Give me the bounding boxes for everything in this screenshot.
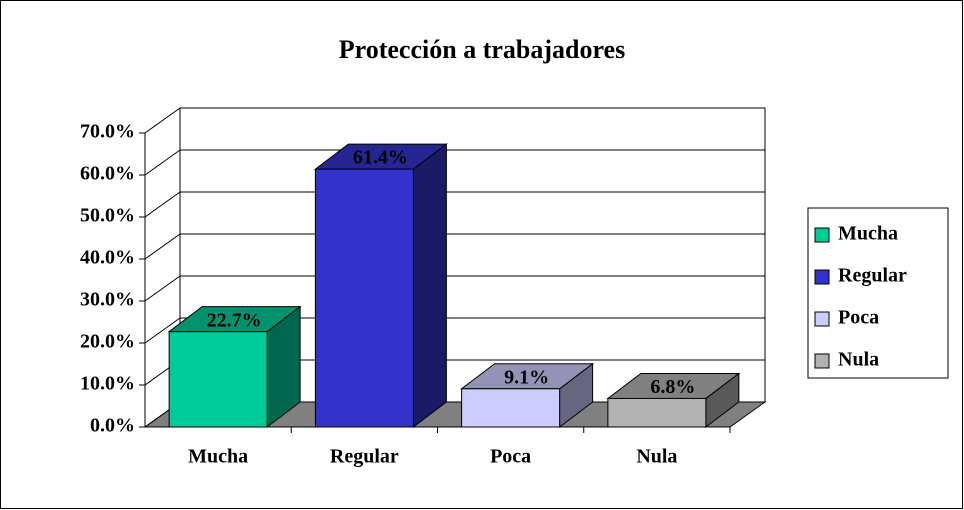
legend-swatch bbox=[814, 227, 830, 243]
legend bbox=[807, 207, 949, 379]
chart-title: Protección a trabajadores bbox=[339, 35, 625, 64]
x-tick-label: Nula bbox=[636, 446, 677, 468]
bar bbox=[168, 331, 268, 428]
legend-swatch bbox=[814, 269, 830, 285]
legend-label: Regular bbox=[838, 265, 907, 287]
y-tick-label: 10.0% bbox=[80, 373, 135, 395]
y-tick-label: 50.0% bbox=[80, 205, 135, 227]
bar-side bbox=[412, 143, 447, 429]
legend-label: Poca bbox=[838, 307, 879, 329]
legend-label: Mucha bbox=[838, 223, 898, 245]
grid-line bbox=[144, 191, 181, 218]
grid-line bbox=[144, 233, 181, 260]
x-tick-label: Regular bbox=[330, 446, 399, 468]
y-tick-label: 40.0% bbox=[80, 247, 135, 269]
y-tick-label: 30.0% bbox=[80, 289, 135, 311]
y-tick-label: 20.0% bbox=[80, 331, 135, 353]
data-label: 22.7% bbox=[207, 309, 262, 331]
legend-swatch bbox=[814, 353, 830, 369]
bar bbox=[607, 397, 707, 428]
x-tick-label: Mucha bbox=[188, 446, 248, 468]
data-label: 61.4% bbox=[353, 147, 408, 169]
grid-line bbox=[144, 275, 181, 302]
y-tick-label: 70.0% bbox=[80, 121, 135, 143]
data-label: 9.1% bbox=[504, 366, 549, 388]
y-tick-label: 0.0% bbox=[90, 415, 135, 437]
x-tick-label: Poca bbox=[490, 446, 531, 468]
y-tick-label: 60.0% bbox=[80, 163, 135, 185]
grid-line bbox=[144, 317, 181, 344]
grid-line bbox=[144, 107, 181, 134]
grid-line bbox=[144, 149, 181, 176]
bar bbox=[314, 168, 414, 428]
bar bbox=[461, 388, 561, 428]
data-label: 6.8% bbox=[650, 376, 695, 398]
legend-label: Nula bbox=[838, 349, 879, 371]
legend-swatch bbox=[814, 311, 830, 327]
